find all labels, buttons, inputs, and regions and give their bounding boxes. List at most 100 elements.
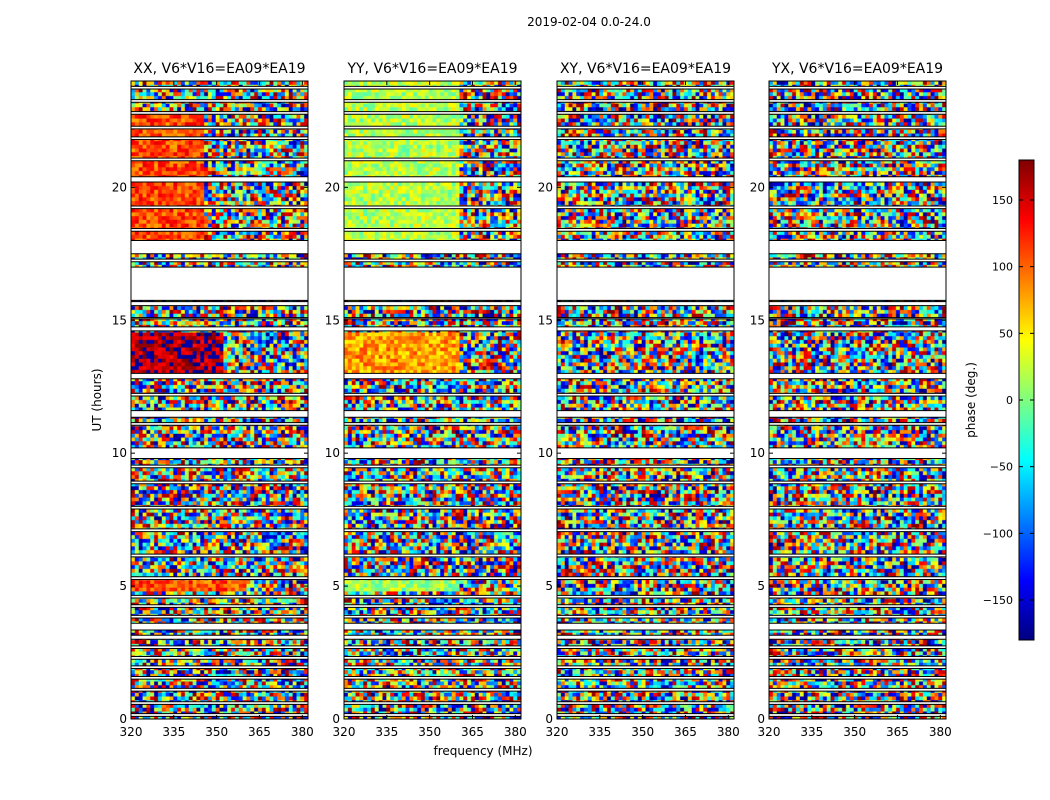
flagged-gap xyxy=(769,481,946,484)
flagged-gap xyxy=(344,595,521,599)
flagged-gap xyxy=(131,205,308,209)
flagged-gap xyxy=(131,576,308,580)
flagged-gap xyxy=(131,701,308,705)
flagged-gap xyxy=(769,701,946,705)
flagged-gap xyxy=(769,554,946,557)
flagged-gap xyxy=(131,506,308,509)
flagged-gap xyxy=(344,373,521,379)
flagged-gap xyxy=(344,410,521,418)
flagged-gap xyxy=(131,136,308,140)
colorbar-tick-label: 100 xyxy=(992,261,1013,274)
x-tick-label: 335 xyxy=(800,725,823,739)
flagged-gap xyxy=(557,267,734,301)
flagged-gap xyxy=(344,317,521,319)
flagged-gap xyxy=(131,447,308,459)
flagged-gap xyxy=(769,317,946,319)
colorbar-tick-label: −100 xyxy=(983,527,1013,540)
colorbar-tick-label: −150 xyxy=(983,594,1013,607)
flagged-gap xyxy=(769,136,946,140)
flagged-gap xyxy=(769,665,946,669)
flagged-gap xyxy=(557,701,734,705)
y-tick-label: 15 xyxy=(750,313,765,327)
flagged-gap xyxy=(344,713,521,717)
flagged-gap xyxy=(131,410,308,418)
flagged-gap xyxy=(557,326,734,331)
flagged-gap xyxy=(557,713,734,717)
flagged-gap xyxy=(344,205,521,209)
colorbar-tick-label: 50 xyxy=(999,327,1013,340)
flagged-gap xyxy=(344,326,521,331)
flagged-gap xyxy=(769,259,946,262)
flagged-gap xyxy=(769,656,946,660)
panel-1: YY, V6*V16=EA09*EA19 320 335 350 365 380 0 5 10 1… xyxy=(325,61,527,739)
flagged-gap xyxy=(769,99,946,103)
flagged-gap xyxy=(131,422,308,426)
flagged-gap xyxy=(557,301,734,306)
flagged-gap xyxy=(344,393,521,397)
flagged-gap xyxy=(557,481,734,484)
y-tick-label: 0 xyxy=(119,712,127,726)
flagged-gap xyxy=(769,267,946,301)
flagged-gap xyxy=(769,604,946,608)
y-tick-label: 15 xyxy=(538,313,553,327)
flagged-gap xyxy=(557,635,734,640)
flagged-gap xyxy=(131,635,308,640)
flagged-gap xyxy=(769,422,946,426)
x-tick-label: 320 xyxy=(546,725,569,739)
flagged-gap xyxy=(131,126,308,129)
phase-heatmap xyxy=(344,81,521,719)
x-tick-label: 350 xyxy=(205,725,228,739)
flagged-gap xyxy=(557,676,734,680)
flagged-gap xyxy=(344,656,521,660)
colorbar-label: phase (deg.) xyxy=(964,362,978,438)
flagged-gap xyxy=(769,158,946,161)
flagged-gap xyxy=(557,111,734,115)
y-tick-label: 0 xyxy=(332,712,340,726)
flagged-gap xyxy=(557,422,734,426)
flagged-gap xyxy=(557,410,734,418)
flagged-gap xyxy=(557,158,734,161)
flagged-gap xyxy=(131,317,308,319)
panels: XX, V6*V16=EA09*EA19 320 335 350 365 380 0 5 10 1… xyxy=(112,61,952,739)
x-tick-label: 365 xyxy=(461,725,484,739)
flagged-gap xyxy=(131,99,308,103)
flagged-gap xyxy=(344,481,521,484)
flagged-gap xyxy=(131,656,308,660)
panel-2: XY, V6*V16=EA09*EA19 320 335 350 365 380 0 5 10 1… xyxy=(538,61,740,739)
flagged-gap xyxy=(769,126,946,129)
flagged-gap xyxy=(557,528,734,532)
flagged-gap xyxy=(344,86,521,89)
flagged-gap xyxy=(131,595,308,599)
flagged-gap xyxy=(769,595,946,599)
y-tick-label: 10 xyxy=(750,446,765,460)
flagged-gap xyxy=(557,554,734,557)
y-tick-label: 10 xyxy=(112,446,127,460)
x-tick-label: 320 xyxy=(333,725,356,739)
flagged-gap xyxy=(344,701,521,705)
flagged-gap xyxy=(557,136,734,140)
flagged-gap xyxy=(131,228,308,232)
y-tick-label: 0 xyxy=(757,712,765,726)
panel-3: YX, V6*V16=EA09*EA19 320 335 350 365 380 0 5 10 1… xyxy=(750,61,952,739)
y-tick-label: 20 xyxy=(750,180,765,194)
y-tick-label: 20 xyxy=(112,180,127,194)
flagged-gap xyxy=(769,623,946,630)
panel-0: XX, V6*V16=EA09*EA19 320 335 350 365 380 0 5 10 1… xyxy=(112,61,314,739)
y-tick-label: 15 xyxy=(325,313,340,327)
x-tick-label: 320 xyxy=(120,725,143,739)
flagged-gap xyxy=(344,267,521,301)
flagged-gap xyxy=(131,86,308,89)
x-tick-label: 320 xyxy=(758,725,781,739)
flagged-gap xyxy=(769,410,946,418)
flagged-gap xyxy=(344,528,521,532)
flagged-gap xyxy=(557,645,734,649)
y-tick-label: 20 xyxy=(325,180,340,194)
flagged-gap xyxy=(344,688,521,692)
flagged-gap xyxy=(131,528,308,532)
flagged-gap xyxy=(769,176,946,183)
flagged-gap xyxy=(557,506,734,509)
x-tick-label: 335 xyxy=(162,725,185,739)
flagged-gap xyxy=(557,656,734,660)
x-tick-label: 380 xyxy=(717,725,740,739)
